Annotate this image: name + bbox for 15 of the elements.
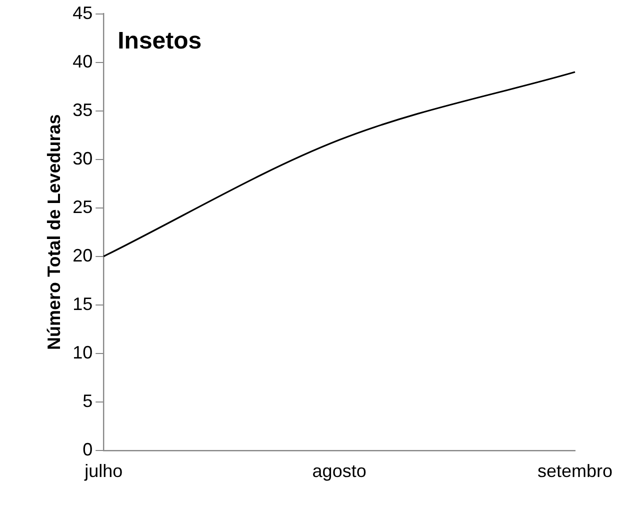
y-tick-label: 10: [72, 342, 93, 362]
y-tick-label: 25: [72, 196, 93, 217]
y-tick-label: 15: [72, 294, 93, 314]
y-tick-label: 45: [72, 2, 93, 23]
y-tick-label: 20: [72, 245, 93, 266]
x-tick-label: agosto: [312, 461, 366, 482]
text: Insetos: [118, 27, 202, 54]
y-axis-title: Número Total de Leveduras: [44, 114, 64, 350]
y-tick-label: 0: [82, 439, 93, 460]
x-tick-label: setembro: [537, 461, 613, 482]
y-tick-label: 35: [72, 100, 93, 120]
x-tick-label: julho: [84, 461, 123, 482]
y-tick-label: 40: [72, 51, 93, 72]
y-tick-label: 30: [72, 148, 93, 168]
y-tick-label: 5: [82, 390, 93, 411]
